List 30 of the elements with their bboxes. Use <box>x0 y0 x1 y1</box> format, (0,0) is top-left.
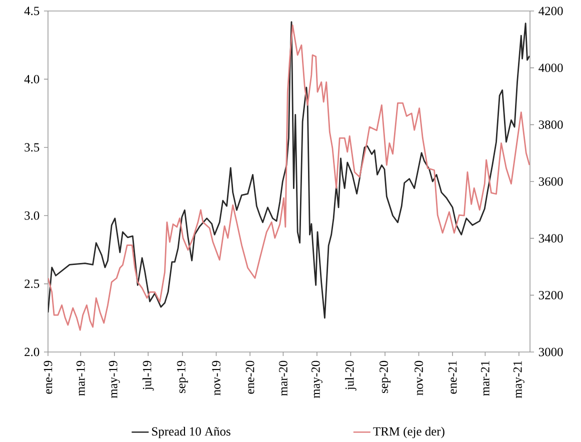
y-tick-label: 4.5 <box>24 6 40 16</box>
x-tick-label: mar-21 <box>480 361 490 396</box>
y2-tick-label: 3600 <box>538 177 563 186</box>
y-tick-label: 4.0 <box>24 74 40 84</box>
x-tick-label: may-21 <box>513 361 524 398</box>
x-tick-label: ene-20 <box>246 360 254 394</box>
x-tick-label: sep-20 <box>380 360 390 394</box>
y2-tick-label: 4000 <box>538 64 563 72</box>
y2-tick-label: 3400 <box>538 234 563 243</box>
x-tick-label: may-19 <box>108 360 120 398</box>
x-tick-label: jul-19 <box>142 360 154 390</box>
y2-tick-label: 4200 <box>538 6 563 16</box>
y2-tick-label: 3000 <box>538 348 563 356</box>
y-tick-label: 2.0 <box>24 348 40 356</box>
y-tick-label: 3.0 <box>24 211 40 220</box>
x-tick-label: may-20 <box>311 360 322 398</box>
x-tick-label: nov-19 <box>212 360 220 396</box>
legend-label: TRM (eje der) <box>373 426 444 438</box>
x-tick-label: mar-20 <box>278 360 288 396</box>
x-tick-label: mar-19 <box>76 360 85 396</box>
x-tick-label: sep-19 <box>177 360 188 394</box>
x-tick-label: ene-19 <box>44 360 52 394</box>
x-tick-label: nov-20 <box>414 360 423 396</box>
x-tick-label: jul-20 <box>345 360 356 390</box>
x-tick-label: ene-21 <box>448 361 457 394</box>
y-tick-label: 2.5 <box>24 280 40 288</box>
legend-label: Spread 10 Años <box>152 426 230 438</box>
y-tick-label: 3.5 <box>24 143 40 152</box>
y2-tick-label: 3800 <box>538 120 563 129</box>
y2-tick-label: 3200 <box>538 290 563 300</box>
